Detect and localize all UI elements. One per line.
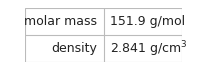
Text: density: density	[51, 42, 97, 55]
FancyBboxPatch shape	[25, 8, 182, 62]
Text: molar mass: molar mass	[24, 15, 97, 28]
Text: 151.9 g/mol: 151.9 g/mol	[110, 15, 185, 28]
Text: 2.841 g/cm$^{3}$: 2.841 g/cm$^{3}$	[110, 39, 187, 59]
